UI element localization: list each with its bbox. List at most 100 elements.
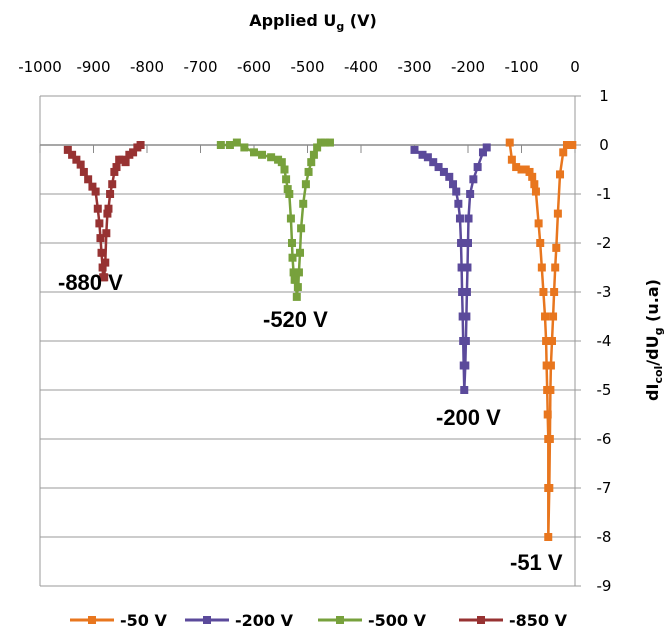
data-point-0-30: [553, 209, 562, 218]
data-point-1-4: [434, 163, 443, 172]
data-point-3-9: [95, 219, 104, 228]
data-point-1-8: [452, 187, 461, 196]
data-point-1-25: [466, 190, 475, 198]
data-point-0-29: [552, 243, 561, 252]
x-tick-label-3: -700: [183, 58, 217, 76]
data-point-3-22: [112, 163, 121, 172]
data-point-2-30: [316, 138, 325, 147]
data-point-1-2: [423, 153, 432, 162]
y-tick-label-7: -6: [597, 430, 612, 448]
data-point-0-21: [545, 484, 554, 492]
series-group: [63, 138, 577, 541]
data-point-1-3: [429, 158, 438, 167]
y-tick-label-10: -9: [597, 577, 612, 595]
y-tick-label-8: -7: [597, 479, 612, 497]
data-point-3-14: [100, 273, 109, 282]
legend: -50 V -200 V -500 V -850 V: [70, 611, 568, 630]
x-tick-label-1: -900: [76, 58, 110, 76]
x-axis-ticks: -1000 -900 -800 -700 -600 -500 -400 -300 -200 -10…: [18, 58, 580, 153]
data-point-2-18: [291, 275, 300, 284]
data-point-3-3: [76, 160, 85, 169]
data-point-2-14: [287, 239, 296, 247]
data-point-1-20: [462, 312, 471, 321]
data-point-0-9: [534, 219, 543, 228]
data-point-1-28: [478, 148, 487, 157]
x-axis-title: Applied Ug (V): [249, 11, 377, 33]
data-point-3-18: [104, 204, 113, 213]
data-point-0-8: [531, 187, 540, 196]
data-point-1-9: [454, 199, 463, 208]
data-point-3-4: [79, 167, 88, 176]
data-point-3-7: [91, 187, 100, 196]
data-point-2-21: [294, 268, 303, 277]
y-tick-label-9: -8: [597, 528, 612, 546]
annotation-51: -51 V: [510, 550, 563, 575]
data-point-1-23: [464, 239, 472, 247]
data-point-0-25: [547, 337, 556, 345]
data-point-2-10: [282, 175, 291, 184]
y-tick-label-5: -4: [597, 332, 612, 350]
data-point-2-24: [299, 199, 308, 208]
y-tick-label-4: -3: [597, 283, 612, 301]
data-point-1-0: [410, 145, 419, 154]
data-point-0-32: [559, 148, 568, 157]
data-point-1-29: [482, 143, 491, 152]
y-tick-label-6: -5: [597, 381, 612, 399]
x-tick-label-9: -100: [504, 58, 538, 76]
data-point-0-14: [542, 337, 551, 345]
data-point-1-19: [461, 337, 470, 345]
data-point-2-20: [293, 283, 302, 292]
data-point-2-3: [240, 143, 249, 152]
data-point-2-12: [285, 190, 294, 198]
data-point-0-1: [507, 155, 516, 164]
x-tick-label-0: -1000: [18, 58, 62, 76]
data-point-2-4: [250, 148, 258, 157]
data-point-3-27: [129, 148, 138, 157]
y-tick-label-1: 0: [599, 136, 609, 154]
data-point-2-22: [296, 248, 305, 257]
data-point-3-21: [110, 167, 119, 176]
data-point-0-12: [539, 288, 548, 296]
data-point-0-22: [545, 435, 554, 443]
y-axis-ticks: 1 0 -1 -2 -3 -4 -5 -6 -7 -8 -9: [575, 87, 611, 595]
data-point-3-25: [121, 158, 130, 167]
data-point-0-15: [542, 361, 551, 370]
data-point-0-0: [505, 138, 514, 147]
data-point-0-28: [551, 263, 560, 272]
legend-swatch-marker-2: [336, 616, 344, 624]
data-point-2-19: [292, 292, 301, 301]
data-point-2-8: [277, 158, 286, 167]
x-tick-label-4: -600: [237, 58, 271, 76]
data-point-2-25: [301, 180, 310, 189]
legend-label-1: -200 V: [235, 611, 294, 630]
data-point-2-2: [232, 138, 241, 147]
x-tick-label-5: -500: [290, 58, 324, 76]
annotation-520: -520 V: [263, 307, 328, 332]
data-point-1-17: [460, 386, 469, 394]
data-point-2-28: [309, 150, 318, 159]
data-point-2-11: [283, 185, 292, 194]
data-point-2-0: [216, 141, 225, 149]
x-tick-label-2: -800: [130, 58, 164, 76]
data-point-0-17: [543, 410, 552, 419]
data-point-3-20: [108, 180, 117, 189]
data-point-1-10: [455, 214, 464, 223]
legend-swatch-marker-1: [203, 616, 211, 624]
legend-swatch-marker-0: [88, 616, 96, 624]
annotation-200: -200 V: [436, 405, 501, 430]
x-tick-label-8: -200: [451, 58, 485, 76]
legend-label-3: -850 V: [509, 611, 568, 630]
data-point-3-0: [63, 145, 72, 154]
data-point-2-31: [321, 138, 330, 147]
data-point-0-7: [530, 180, 539, 189]
data-point-0-3: [517, 165, 526, 174]
data-point-0-10: [536, 239, 545, 247]
data-point-2-9: [280, 165, 289, 174]
y-tick-label-2: -1: [597, 185, 612, 203]
data-point-1-7: [449, 180, 458, 189]
data-point-3-16: [102, 229, 111, 238]
x-tick-label-7: -300: [397, 58, 431, 76]
data-point-2-5: [258, 150, 267, 159]
data-point-3-15: [101, 258, 110, 267]
data-point-0-6: [528, 172, 537, 181]
